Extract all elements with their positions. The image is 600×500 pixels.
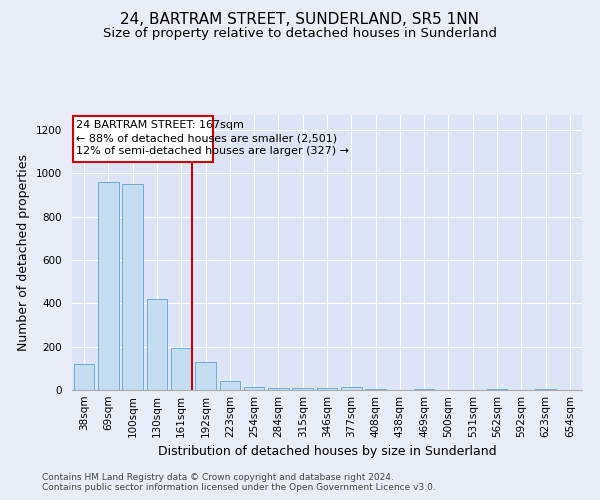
Bar [535,389,556,390]
Bar [341,387,362,390]
Bar [487,389,508,390]
Bar [171,348,191,390]
Text: 12% of semi-detached houses are larger (327) →: 12% of semi-detached houses are larger (… [76,146,349,156]
Bar [220,382,240,390]
Bar [74,364,94,390]
Bar [268,388,289,390]
Bar [195,362,216,390]
X-axis label: Distribution of detached houses by size in Sunderland: Distribution of detached houses by size … [158,446,496,458]
Y-axis label: Number of detached properties: Number of detached properties [17,154,31,351]
Bar [244,387,265,390]
Text: Size of property relative to detached houses in Sunderland: Size of property relative to detached ho… [103,28,497,40]
Text: 24 BARTRAM STREET: 167sqm: 24 BARTRAM STREET: 167sqm [76,120,244,130]
Text: ← 88% of detached houses are smaller (2,501): ← 88% of detached houses are smaller (2,… [76,134,337,143]
Bar [146,299,167,390]
Bar [317,388,337,390]
Bar [365,389,386,390]
Bar [292,388,313,390]
Bar [98,182,119,390]
Bar [414,389,434,390]
Text: Contains HM Land Registry data © Crown copyright and database right 2024.
Contai: Contains HM Land Registry data © Crown c… [42,473,436,492]
Text: 24, BARTRAM STREET, SUNDERLAND, SR5 1NN: 24, BARTRAM STREET, SUNDERLAND, SR5 1NN [121,12,479,28]
Bar [122,184,143,390]
Bar [73,116,213,162]
